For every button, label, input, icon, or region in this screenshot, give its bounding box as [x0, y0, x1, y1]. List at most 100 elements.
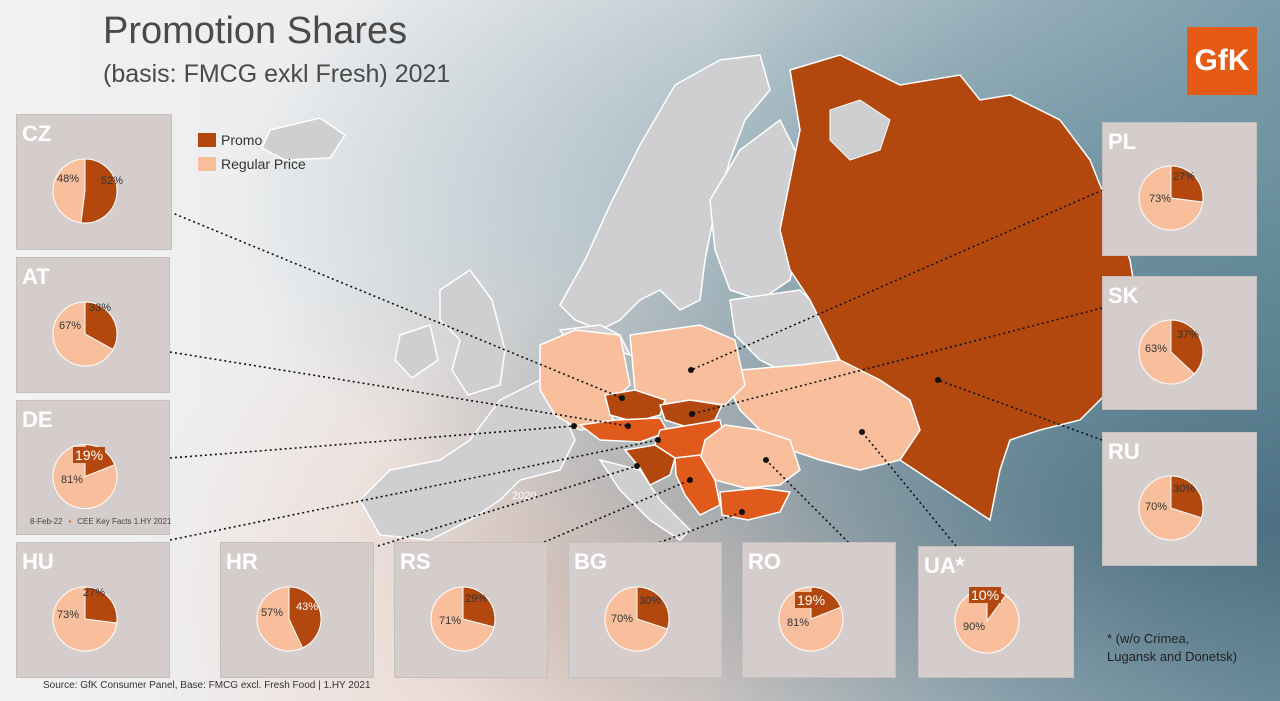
leader-line-cz: [169, 211, 623, 399]
footnote: * (w/o Crimea, Lugansk and Donetsk): [1107, 630, 1237, 666]
pie-ru: [1138, 475, 1204, 541]
regular-label: 67%: [59, 320, 82, 332]
promo-label: 27%: [1173, 171, 1196, 183]
panel-at: AT 33% 67%: [16, 257, 170, 393]
pie-slice-promo: [636, 586, 670, 630]
pie-pl: [1138, 165, 1204, 231]
panel-code: RU: [1108, 439, 1140, 464]
pie-slice-promo: [84, 301, 118, 351]
panel-hu: HU 27% 73%: [16, 542, 170, 678]
legend-swatch-regular: [198, 157, 216, 171]
regular-label: 81%: [787, 617, 810, 629]
regular-label: 71%: [439, 615, 462, 627]
promo-label: 43%: [296, 601, 319, 613]
promo-label: 19%: [73, 447, 106, 463]
panel-rs: RS 29% 71%: [394, 542, 548, 678]
panel-code: CZ: [22, 121, 52, 146]
chart-subtitle: (basis: FMCG exkl Fresh) 2021: [103, 60, 451, 88]
regular-label: 73%: [1149, 193, 1172, 205]
leader-line-pl: [690, 185, 1113, 371]
panel-code: PL: [1108, 129, 1137, 154]
panel-ua: UA* 10% 90%: [918, 546, 1074, 678]
panel-code: RS: [400, 549, 431, 574]
legend-label-regular: Regular Price: [221, 156, 306, 172]
panel-code: BG: [574, 549, 607, 574]
promo-label: 30%: [1173, 483, 1196, 495]
pie-rs: [430, 586, 496, 652]
pie-slice-promo: [1170, 165, 1204, 203]
promo-label: 52%: [101, 175, 124, 187]
chart-title: Promotion Shares: [103, 10, 408, 52]
pie-slice-promo: [462, 586, 496, 628]
promo-label: 33%: [89, 302, 112, 314]
promo-label: 37%: [1177, 329, 1200, 341]
leader-line-de: [169, 425, 575, 459]
promo-label: 29%: [465, 593, 488, 605]
panel-code: AT: [22, 264, 50, 289]
leader-line-sk: [691, 307, 1103, 415]
leader-line-bg: [649, 511, 743, 547]
regular-label: 70%: [611, 613, 634, 625]
pie-slice-promo: [84, 586, 118, 624]
pie-sk: [1138, 319, 1204, 385]
pie-ua: [954, 588, 1020, 654]
pie-slice-promo: [80, 158, 118, 224]
pie-slice-promo: [1170, 475, 1204, 519]
panel-sk: SK 37% 63%: [1102, 276, 1257, 410]
panel-code: DE: [22, 407, 53, 432]
regular-label: 90%: [963, 621, 986, 633]
regular-label: 63%: [1145, 343, 1168, 355]
promo-label: 27%: [83, 587, 106, 599]
facts-text: CEE Key Facts 1.HY 2021: [77, 517, 172, 526]
legend: Promo Regular Price: [198, 128, 306, 176]
panel-code: HR: [226, 549, 258, 574]
legend-item-regular: Regular Price: [198, 152, 306, 176]
panel-code: HU: [22, 549, 54, 574]
leader-line-ru: [937, 379, 1103, 441]
date-stamp: 8-Feb-22 • CEE Key Facts 1.HY 2021: [30, 517, 172, 526]
leader-line-ua: [861, 431, 957, 547]
pie-cz: [52, 158, 118, 224]
date-text: 8-Feb-22: [30, 517, 63, 526]
panel-ro: RO 19% 81%: [742, 542, 896, 678]
panel-bg: BG 30% 70%: [568, 542, 722, 678]
map-watermark: 2020: [512, 490, 536, 502]
legend-label-promo: Promo: [221, 132, 263, 148]
footnote-line-2: Lugansk and Donetsk): [1107, 649, 1238, 664]
panel-cz: CZ 52% 48%: [16, 114, 172, 250]
regular-label: 73%: [57, 609, 80, 621]
pie-hu: [52, 586, 118, 652]
gfk-logo: GfK: [1187, 27, 1257, 95]
panel-hr: HR 43% 57%: [220, 542, 374, 678]
regular-label: 70%: [1145, 501, 1168, 513]
pie-bg: [604, 586, 670, 652]
panel-code: RO: [748, 549, 781, 574]
regular-label: 48%: [57, 173, 80, 185]
footnote-line-1: * (w/o Crimea,: [1107, 631, 1190, 646]
source-note: Source: GfK Consumer Panel, Base: FMCG e…: [43, 680, 371, 691]
panel-pl: PL 27% 73%: [1102, 122, 1257, 256]
panel-ru: RU 30% 70%: [1102, 432, 1257, 566]
panel-de: DE 19% 81% 8-Feb-22 • CEE Key Facts 1.HY 2…: [16, 400, 172, 535]
promo-label: 19%: [795, 592, 828, 608]
legend-swatch-promo: [198, 133, 216, 147]
pie-ro: [778, 586, 844, 652]
promo-label: 30%: [639, 595, 662, 607]
panel-code: UA*: [924, 553, 965, 578]
pie-slice-promo: [1170, 319, 1204, 375]
leader-line-at: [169, 351, 629, 427]
promo-label: 10%: [969, 587, 1002, 603]
regular-label: 57%: [261, 607, 284, 619]
legend-item-promo: Promo: [198, 128, 306, 152]
pie-slice-promo: [288, 586, 322, 649]
leader-line-hu: [169, 439, 659, 541]
leader-line-ro: [765, 459, 853, 547]
leader-line-rs: [534, 479, 691, 547]
panel-code: SK: [1108, 283, 1139, 308]
leader-line-hr: [377, 465, 638, 547]
regular-label: 81%: [61, 474, 84, 486]
pie-de: [52, 443, 118, 509]
pie-at: [52, 301, 118, 367]
